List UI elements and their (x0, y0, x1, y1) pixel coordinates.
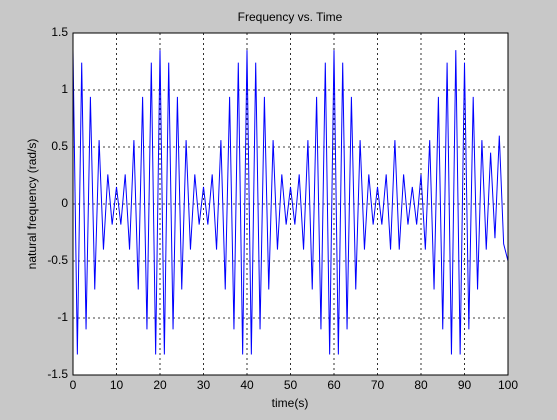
y-tick-label: -1 (57, 310, 68, 324)
chart-title: Frequency vs. Time (238, 10, 343, 24)
x-tick-label: 0 (70, 378, 77, 392)
x-tick-label: 30 (197, 378, 211, 392)
x-axis-label: time(s) (272, 396, 309, 410)
y-tick-label: 0.5 (51, 139, 68, 153)
y-tick-label: 1.5 (51, 25, 68, 39)
x-tick-label: 80 (414, 378, 428, 392)
axes-box (72, 32, 509, 376)
x-tick-label: 70 (371, 378, 385, 392)
x-tick-label: 100 (498, 378, 518, 392)
y-axis-label: natural frequency (rad/s) (25, 139, 39, 270)
y-tick-label: -0.5 (47, 253, 68, 267)
x-tick-label: 90 (458, 378, 472, 392)
y-tick-label: 1 (61, 82, 68, 96)
data-line (72, 50, 509, 355)
x-tick-label: 50 (284, 378, 298, 392)
y-tick-label: 0 (61, 196, 68, 210)
x-tick-label: 60 (327, 378, 341, 392)
x-tick-label: 20 (153, 378, 167, 392)
x-tick-label: 10 (110, 378, 124, 392)
x-tick-label: 40 (240, 378, 254, 392)
y-tick-label: -1.5 (47, 367, 68, 381)
